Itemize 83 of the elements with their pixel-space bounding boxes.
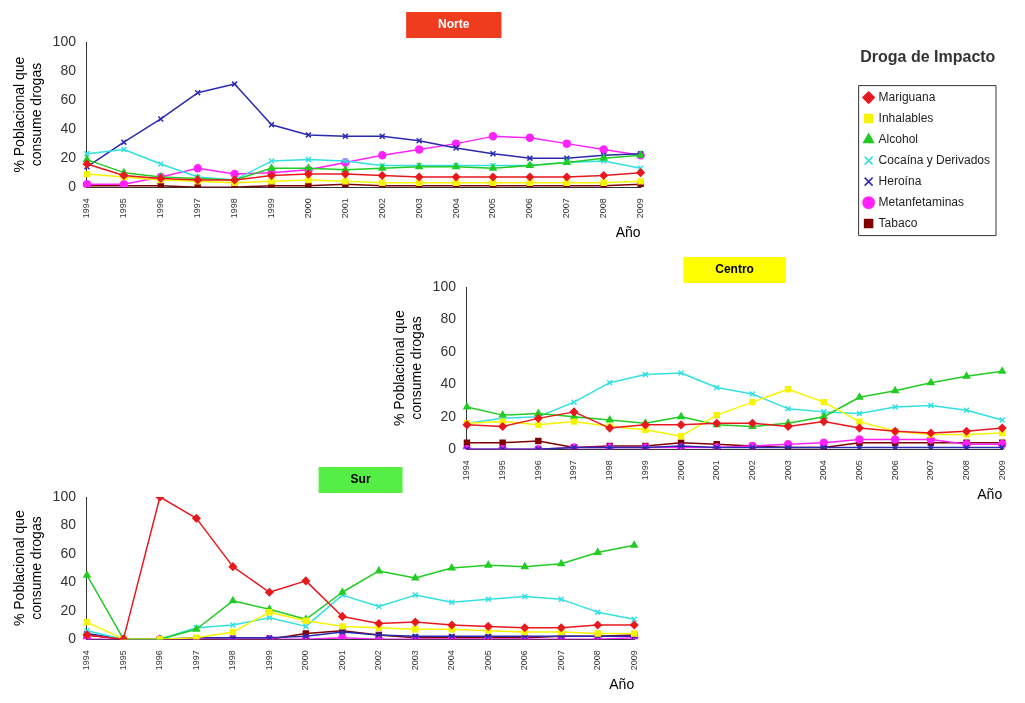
y-tick-label: 40 [60, 573, 77, 590]
x-axis-title: Año [615, 224, 641, 241]
x-tick-label: 2005 [487, 198, 498, 219]
x-tick-label: 1995 [117, 650, 128, 671]
chart-title: Centro [715, 262, 754, 277]
x-tick-label: 2009 [996, 460, 1007, 481]
x-tick-label: 2002 [373, 650, 384, 671]
x-tick-label: 1999 [639, 460, 650, 481]
y-tick-label: 0 [68, 630, 77, 647]
x-tick-label: 2009 [628, 650, 639, 671]
y-tick-label: 60 [60, 90, 77, 107]
x-tick-label: 2006 [519, 650, 530, 671]
x-tick-label: 1995 [497, 460, 508, 481]
x-tick-label: 2007 [925, 460, 936, 481]
y-tick-label: 100 [432, 277, 457, 294]
x-tick-label: 2003 [413, 198, 424, 219]
x-tick-label: 2002 [746, 460, 757, 481]
legend-label: Mariguana [878, 89, 936, 104]
y-tick-label: 80 [440, 310, 457, 327]
x-tick-label: 2002 [376, 198, 387, 219]
legend-label: Metanfetaminas [878, 194, 964, 209]
x-tick-label: 1999 [265, 198, 276, 219]
y-tick-label: 0 [68, 178, 77, 195]
legend-label: Alcohol [878, 131, 918, 146]
x-tick-label: 1994 [81, 198, 92, 219]
x-tick-label: 2009 [635, 198, 646, 219]
y-tick-label: 20 [60, 601, 77, 618]
legend-label: Tabaco [878, 215, 918, 230]
x-tick-label: 2006 [524, 198, 535, 219]
y-axis-title: % Poblacional que consume drogas [11, 56, 45, 173]
x-tick-label: 1998 [227, 650, 238, 671]
x-tick-label: 1994 [81, 650, 92, 671]
x-tick-label: 2004 [446, 650, 457, 671]
y-tick-label: 60 [440, 342, 457, 359]
x-tick-label: 2007 [561, 198, 572, 219]
y-tick-label: 20 [60, 149, 77, 165]
legend-label: Cocaína y Derivados [878, 152, 990, 167]
x-tick-label: 1995 [118, 198, 129, 219]
x-tick-label: 2000 [675, 460, 686, 481]
x-tick-label: 2001 [339, 198, 350, 219]
x-tick-label: 2006 [889, 460, 900, 481]
legend-label: Inhalables [878, 110, 934, 125]
legend-title: Droga de Impacto [860, 47, 996, 65]
x-tick-label: 1998 [604, 460, 615, 481]
x-tick-label: 2008 [598, 198, 609, 219]
y-tick-label: 40 [440, 375, 457, 392]
x-tick-label: 2000 [300, 650, 311, 671]
x-tick-label: 2001 [711, 460, 722, 481]
y-axis-title: % Poblacional que consume drogas [11, 509, 45, 627]
y-tick-label: 100 [52, 487, 77, 504]
y-tick-label: 0 [448, 440, 457, 457]
x-tick-label: 1997 [192, 198, 203, 219]
x-tick-label: 1997 [190, 650, 201, 671]
x-tick-label: 2008 [592, 650, 603, 671]
x-tick-label: 2000 [302, 198, 313, 219]
y-tick-label: 40 [60, 119, 77, 136]
x-tick-label: 1996 [155, 198, 166, 219]
x-tick-label: 2008 [961, 460, 971, 481]
x-tick-label: 2007 [555, 650, 566, 671]
x-tick-label: 1999 [263, 650, 274, 671]
y-tick-label: 80 [60, 61, 77, 78]
x-tick-label: 2005 [482, 650, 493, 671]
x-tick-label: 1994 [461, 460, 472, 481]
y-tick-label: 80 [60, 516, 77, 533]
x-tick-label: 2003 [409, 650, 420, 671]
x-tick-label: 2005 [853, 460, 864, 481]
x-tick-label: 1997 [568, 460, 579, 481]
y-tick-label: 60 [60, 544, 77, 561]
x-tick-label: 2004 [450, 198, 461, 219]
x-tick-label: 1996 [154, 650, 165, 671]
y-tick-label: 20 [440, 407, 457, 424]
x-axis-title: Año [977, 486, 1003, 503]
x-tick-label: 1998 [229, 198, 240, 219]
x-tick-label: 2001 [336, 650, 347, 671]
x-axis-title: Año [609, 676, 635, 693]
x-tick-label: 2003 [782, 460, 793, 481]
chart-title: Sur [350, 472, 371, 487]
chart-title: Norte [438, 17, 470, 32]
y-tick-label: 100 [52, 32, 77, 49]
legend-label: Heroína [878, 173, 922, 188]
y-axis-title: % Poblacional que consume drogas [391, 309, 425, 427]
x-tick-label: 1996 [532, 460, 543, 481]
x-tick-label: 2004 [818, 460, 829, 481]
